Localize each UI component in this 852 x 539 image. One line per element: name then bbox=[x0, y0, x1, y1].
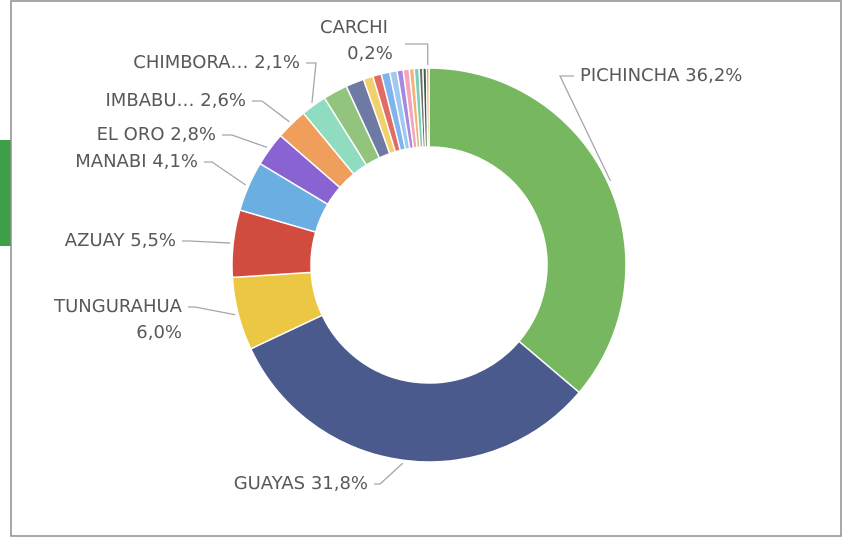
data-label: EL ORO 2,8% bbox=[97, 124, 216, 145]
data-label: AZUAY 5,5% bbox=[65, 230, 176, 251]
data-label: IMBABU… 2,6% bbox=[106, 90, 247, 111]
data-label-value: 31,8% bbox=[311, 473, 368, 494]
data-label-category: IMBABU… bbox=[106, 90, 195, 111]
data-label: TUNGURAHUA bbox=[53, 296, 183, 317]
leader-line bbox=[188, 306, 236, 316]
data-label-value: 2,6% bbox=[200, 90, 246, 111]
data-label-value: 4,1% bbox=[152, 151, 198, 172]
data-label-category: AZUAY bbox=[65, 230, 126, 251]
data-label: CARCHI bbox=[320, 17, 388, 38]
data-label-category: GUAYAS bbox=[234, 473, 305, 494]
data-label-category: CHIMBORA… bbox=[133, 52, 248, 73]
leader-line bbox=[182, 240, 231, 244]
donut-slice bbox=[425, 67, 430, 148]
leader-line bbox=[204, 161, 247, 186]
data-label-category: PICHINCHA bbox=[580, 65, 680, 86]
leader-line bbox=[222, 134, 268, 149]
leader-line bbox=[306, 62, 317, 103]
side-tab bbox=[0, 140, 12, 246]
donut-slice bbox=[428, 67, 627, 394]
data-label: 0,2% bbox=[347, 43, 393, 64]
leader-line bbox=[558, 75, 612, 182]
data-label: 6,0% bbox=[136, 322, 182, 343]
leader-line bbox=[405, 43, 429, 66]
data-label: PICHINCHA 36,2% bbox=[580, 65, 742, 86]
data-label-value: 36,2% bbox=[685, 65, 742, 86]
leader-line bbox=[374, 462, 404, 485]
data-label: MANABI 4,1% bbox=[75, 151, 198, 172]
data-label-value: 2,8% bbox=[170, 124, 216, 145]
data-label: GUAYAS 31,8% bbox=[234, 473, 368, 494]
data-label-value: 2,1% bbox=[254, 52, 300, 73]
donut-slice bbox=[249, 314, 581, 463]
data-label-category: EL ORO bbox=[97, 124, 165, 145]
data-label-value: 5,5% bbox=[130, 230, 176, 251]
data-label-category: MANABI bbox=[75, 151, 146, 172]
leader-line bbox=[252, 100, 290, 123]
data-label: CHIMBORA… 2,1% bbox=[133, 52, 300, 73]
